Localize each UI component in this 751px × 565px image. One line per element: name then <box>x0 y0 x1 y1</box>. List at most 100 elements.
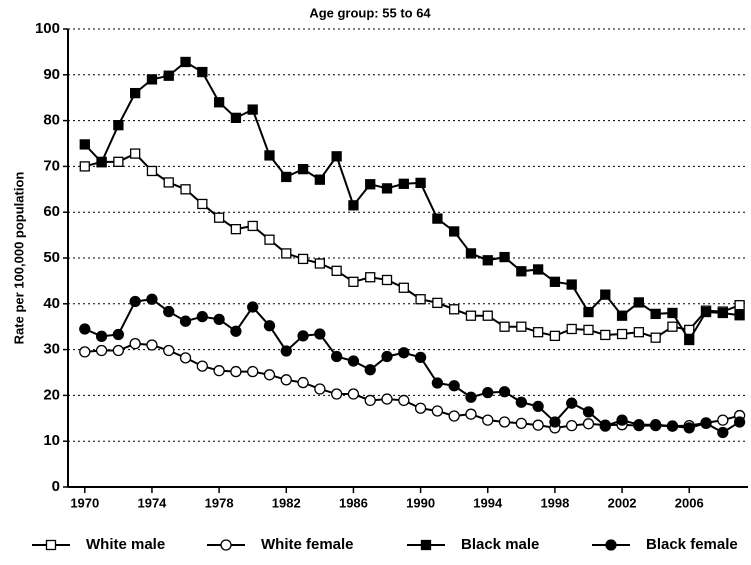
marker <box>263 320 276 332</box>
marker <box>365 179 376 190</box>
marker <box>499 251 510 263</box>
marker <box>684 324 695 336</box>
marker <box>348 276 359 287</box>
legend-marker <box>605 539 617 551</box>
marker <box>381 183 393 194</box>
marker <box>79 323 91 335</box>
marker <box>112 344 125 357</box>
marker <box>180 56 191 68</box>
marker <box>146 165 158 177</box>
marker <box>113 120 124 131</box>
marker <box>280 374 292 386</box>
marker <box>330 350 343 363</box>
marker <box>616 310 628 321</box>
x-tick-label: 1970 <box>70 495 99 510</box>
marker <box>532 419 544 431</box>
marker <box>146 339 158 351</box>
marker <box>297 163 309 175</box>
marker <box>516 321 527 332</box>
marker <box>600 289 611 300</box>
marker <box>96 157 107 168</box>
marker <box>398 282 409 293</box>
y-tick-label: 0 <box>52 478 60 495</box>
marker <box>163 70 174 81</box>
x-tick-label: 2002 <box>608 495 637 510</box>
marker <box>95 344 108 357</box>
marker <box>515 417 527 429</box>
marker <box>213 365 225 377</box>
marker <box>365 272 376 283</box>
marker <box>179 315 192 327</box>
marker <box>112 328 125 341</box>
y-tick-label: 20 <box>43 386 60 403</box>
series-line <box>84 342 740 429</box>
marker <box>130 148 141 159</box>
marker <box>532 264 544 275</box>
marker <box>583 324 594 336</box>
marker <box>650 308 661 320</box>
marker <box>566 397 578 409</box>
marker <box>432 297 443 309</box>
marker <box>281 171 292 183</box>
marker <box>247 301 259 313</box>
marker <box>398 347 410 359</box>
marker <box>230 325 242 337</box>
marker <box>79 346 91 358</box>
marker <box>633 419 645 431</box>
marker <box>247 220 258 232</box>
marker <box>415 294 426 305</box>
x-tick-label: 1974 <box>137 495 167 510</box>
y-tick-label: 30 <box>43 341 60 358</box>
marker <box>684 334 695 346</box>
y-tick-label: 50 <box>43 249 60 266</box>
marker <box>113 156 124 167</box>
y-tick-label: 90 <box>43 66 60 83</box>
marker <box>650 419 662 431</box>
marker <box>129 337 141 350</box>
marker <box>431 405 444 417</box>
marker <box>197 198 208 210</box>
legend-item: Black female <box>592 536 738 553</box>
marker <box>264 150 275 161</box>
marker <box>432 213 443 224</box>
marker <box>314 174 326 185</box>
marker <box>616 414 628 426</box>
marker <box>498 416 511 428</box>
marker <box>180 184 191 195</box>
x-tick-label: 1978 <box>205 495 234 510</box>
marker <box>431 377 444 389</box>
marker <box>465 248 477 259</box>
marker <box>465 408 477 420</box>
marker <box>331 151 342 162</box>
series-line <box>84 298 741 434</box>
marker <box>163 305 175 318</box>
marker <box>667 307 678 319</box>
marker <box>213 212 225 223</box>
marker <box>264 234 275 245</box>
marker <box>465 310 477 321</box>
marker <box>582 406 595 418</box>
marker <box>130 87 141 99</box>
marker <box>499 321 510 332</box>
legend-marker <box>220 539 232 551</box>
chart-title: Age group: 55 to 64 <box>309 5 431 20</box>
marker <box>448 410 460 422</box>
legend-item: Black male <box>407 536 539 553</box>
marker <box>280 345 292 357</box>
marker <box>230 223 242 235</box>
marker <box>498 386 511 398</box>
marker <box>482 387 494 399</box>
marker <box>449 226 460 237</box>
marker <box>364 394 376 407</box>
y-tick-label: 70 <box>43 157 60 174</box>
marker <box>532 327 544 338</box>
legend-label: White female <box>261 536 354 553</box>
y-axis-label: Rate per 100,000 population <box>11 172 26 345</box>
marker <box>465 391 477 403</box>
marker <box>196 360 208 372</box>
legend-marker <box>45 539 57 551</box>
marker <box>381 274 393 286</box>
marker <box>549 416 561 428</box>
marker <box>717 414 729 426</box>
marker <box>633 327 645 338</box>
